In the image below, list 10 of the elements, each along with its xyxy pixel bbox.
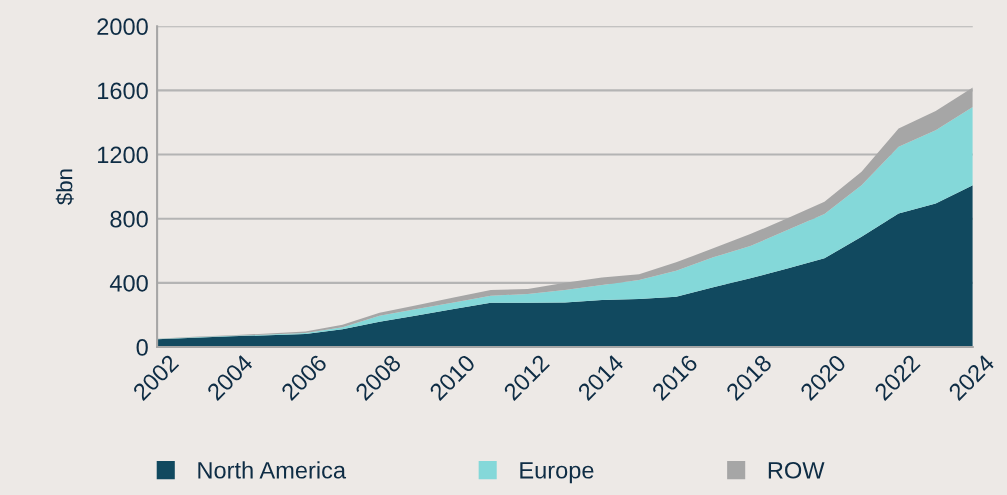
y-tick-label: 800 [110,210,148,228]
y-tick-label: 1600 [98,82,148,100]
legend-label: ROW [768,461,825,479]
y-tick-label: 400 [109,274,148,292]
legend-label: Europe [520,462,594,484]
legend-label: North America [198,461,347,479]
y-tick-label: 2000 [97,18,148,36]
y-tick-label: 0 [136,339,148,356]
y-tick-label: 1200 [98,146,148,164]
y-axis-title: $bn [55,169,74,205]
